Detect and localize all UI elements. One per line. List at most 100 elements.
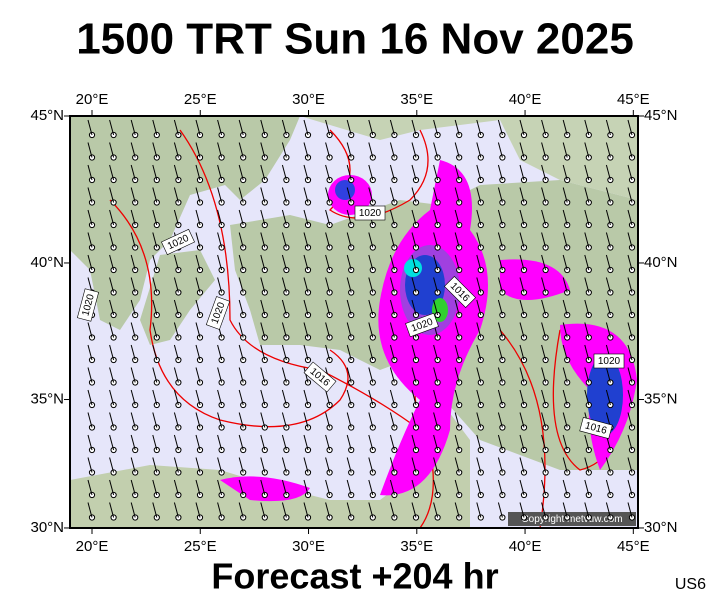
wind-barb — [238, 457, 244, 473]
wind-barb — [281, 502, 287, 518]
wind-barb — [130, 412, 136, 428]
wind-barb — [173, 164, 179, 181]
wind-barb — [303, 434, 309, 451]
wind-barb — [346, 119, 352, 136]
wind-barb — [130, 254, 136, 271]
lat-label: 40°N — [30, 254, 64, 271]
wind-barb — [173, 457, 179, 473]
wind-barb — [173, 502, 179, 518]
wind-barb — [368, 344, 374, 361]
wind-barb — [605, 232, 611, 248]
lat-label: 35°N — [30, 390, 64, 407]
wind-barb — [562, 412, 568, 428]
isobar-label-box — [303, 361, 337, 393]
wind-barb — [260, 434, 266, 451]
wind-barb — [87, 457, 93, 473]
wind-barb — [195, 367, 201, 383]
wind-barb — [217, 254, 223, 271]
wind-barb — [303, 367, 309, 383]
isobar-label-box — [444, 276, 476, 308]
wind-barb — [260, 142, 266, 158]
wind-barb — [433, 412, 439, 428]
wind-barb — [303, 187, 309, 203]
wind-barb — [152, 299, 158, 316]
wind-barb — [605, 389, 611, 406]
wind-barb — [368, 142, 374, 158]
wind-barb — [497, 434, 503, 451]
wind-barb — [346, 187, 352, 203]
wind-barb — [346, 232, 352, 248]
wind-barb — [109, 119, 115, 136]
map-frame — [69, 115, 639, 529]
wind-barb — [454, 187, 460, 203]
wind-barb — [303, 389, 309, 406]
wind-barb — [627, 502, 633, 518]
wind-barb — [325, 412, 331, 428]
wind-barb — [433, 232, 439, 248]
wind-barb — [152, 164, 158, 181]
lat-label: 30°N — [644, 519, 678, 536]
wind-barb — [303, 142, 309, 158]
wind-barb — [130, 479, 136, 496]
wind-barb — [109, 142, 115, 158]
wind-barb — [346, 344, 352, 361]
wind-barb — [109, 209, 115, 226]
wind-barb — [541, 367, 547, 383]
wind-barb — [368, 367, 374, 383]
wind-barb — [389, 479, 395, 496]
wind-barb — [195, 164, 201, 181]
wind-barb — [109, 277, 115, 293]
wind-barb — [541, 142, 547, 158]
wind-barb — [476, 277, 482, 293]
wind-barb — [195, 344, 201, 361]
wind-barb — [281, 367, 287, 383]
wind-barb — [368, 389, 374, 406]
wind-barb — [584, 277, 590, 293]
wind-barb — [627, 142, 633, 158]
wind-barb — [627, 479, 633, 496]
wind-barb — [346, 479, 352, 496]
wind-barb — [476, 322, 482, 338]
wind-barb — [411, 164, 417, 181]
wind-barb — [497, 322, 503, 338]
wind-barb — [173, 142, 179, 158]
wind-barb — [411, 367, 417, 383]
wind-barb — [497, 232, 503, 248]
wind-barb — [260, 187, 266, 203]
wind-barb — [109, 164, 115, 181]
wind-barb — [389, 142, 395, 158]
wind-barb — [173, 277, 179, 293]
wind-barb — [411, 434, 417, 451]
wind-barb — [281, 344, 287, 361]
wind-barb — [562, 344, 568, 361]
wind-barb — [368, 277, 374, 293]
wind-barb — [238, 254, 244, 271]
wind-barb — [627, 457, 633, 473]
lon-label: 25°E — [184, 91, 217, 108]
wind-barb — [433, 209, 439, 226]
wind-barb — [217, 367, 223, 383]
lat-label: 30°N — [30, 519, 64, 536]
wind-barb — [519, 367, 525, 383]
wind-barb — [130, 367, 136, 383]
wind-barb — [87, 254, 93, 271]
wind-barb — [627, 119, 633, 136]
wind-barb — [325, 277, 331, 293]
wind-barb — [325, 119, 331, 136]
wind-barb — [325, 299, 331, 316]
wind-barb — [476, 254, 482, 271]
wind-barb — [238, 502, 244, 518]
wind-barb — [173, 187, 179, 203]
lat-label: 45°N — [30, 107, 64, 124]
wind-barb — [195, 209, 201, 226]
wind-barb — [454, 457, 460, 473]
wind-barb — [346, 209, 352, 226]
wind-barb — [217, 119, 223, 136]
wind-barb — [346, 502, 352, 518]
wind-barb — [325, 209, 331, 226]
wind-barb — [519, 457, 525, 473]
wind-barb — [217, 277, 223, 293]
wind-barb — [152, 209, 158, 226]
wind-barb — [346, 412, 352, 428]
lon-label: 20°E — [76, 91, 109, 108]
